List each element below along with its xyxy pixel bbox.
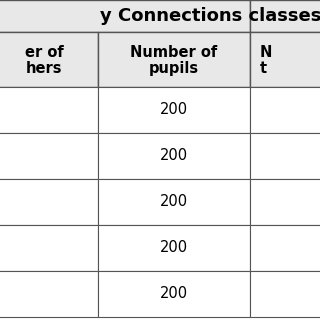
Bar [0,225,98,271]
Bar [0,32,98,87]
Bar [98,271,250,317]
Text: hers: hers [26,61,62,76]
Bar [250,87,320,133]
Bar [0,87,98,133]
Text: er of: er of [25,45,63,60]
Bar [0,133,98,179]
Text: 200: 200 [160,102,188,117]
Text: t: t [260,61,267,76]
Bar [250,133,320,179]
Bar [98,179,250,225]
Bar [250,271,320,317]
Text: pupils: pupils [149,61,199,76]
Bar [250,32,320,87]
Text: 200: 200 [160,286,188,301]
Bar [250,225,320,271]
Text: N: N [260,45,272,60]
Bar [0,179,98,225]
Text: y Connections classes: y Connections classes [100,7,320,25]
Bar [250,179,320,225]
Bar [98,87,250,133]
Bar [98,32,250,87]
Bar [250,0,320,32]
Bar [98,225,250,271]
Bar [0,0,250,32]
Text: Number of: Number of [130,45,218,60]
Bar [98,133,250,179]
Text: 200: 200 [160,195,188,210]
Text: 200: 200 [160,148,188,164]
Bar [0,271,98,317]
Text: 200: 200 [160,241,188,255]
